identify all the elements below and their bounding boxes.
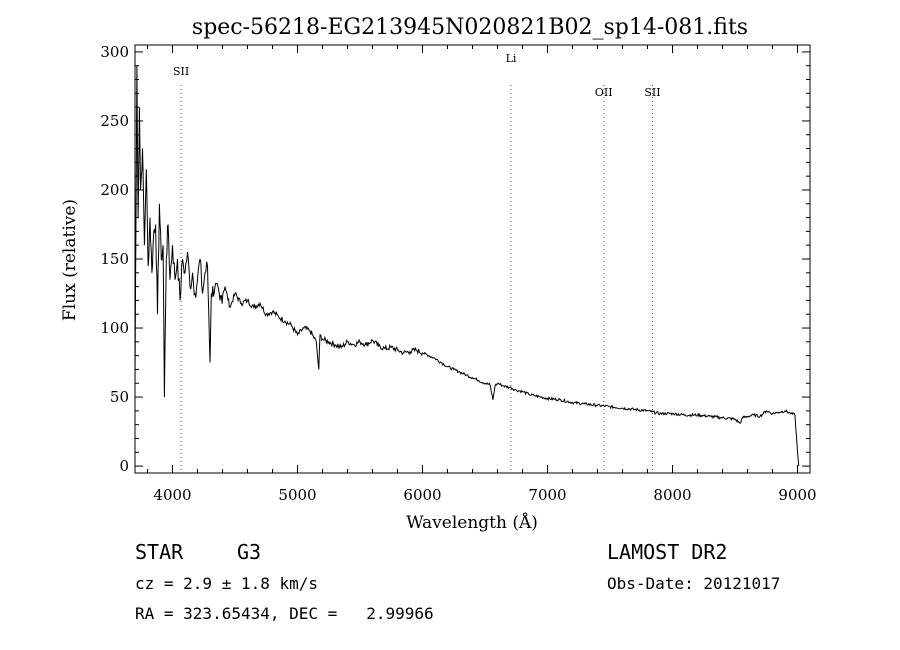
plot-frame: [134, 44, 811, 474]
x-tick-label-2: 6000: [403, 486, 441, 504]
x-tick-label-0: 4000: [153, 486, 191, 504]
chart-title: spec-56218-EG213945N020821B02_sp14-081.f…: [192, 15, 748, 40]
ref-line-label-1: Li: [506, 52, 517, 65]
y-tick-label-0: 0: [119, 457, 129, 475]
survey-label: LAMOST DR2: [607, 540, 728, 564]
cz-value: cz = 2.9 ± 1.8 km/s: [135, 574, 319, 593]
x-tick-label-5: 9000: [778, 486, 816, 504]
spectrum-line: [134, 65, 800, 467]
reference-lines: SII Li OII SII: [173, 52, 661, 473]
x-tick-label-1: 5000: [278, 486, 316, 504]
x-tick-label-4: 8000: [653, 486, 691, 504]
x-tick-label-3: 7000: [528, 486, 566, 504]
y-axis-label: Flux (relative): [60, 199, 80, 321]
ref-line-label-0: SII: [173, 65, 189, 78]
class-label: STAR: [135, 540, 184, 564]
y-tick-label-3: 150: [100, 250, 129, 268]
ref-line-label-3: SII: [644, 86, 660, 99]
subclass-label: G3: [237, 540, 262, 564]
y-tick-label-4: 200: [100, 181, 129, 199]
x-axis-label: Wavelength (Å): [406, 512, 538, 533]
coordinates: RA = 323.65434, DEC = 2.99966: [135, 604, 434, 623]
ref-line-label-2: OII: [595, 86, 613, 99]
obs-date: Obs-Date: 20121017: [607, 574, 781, 593]
axis-ticks: [135, 45, 810, 473]
y-tick-label-1: 50: [110, 388, 129, 406]
y-tick-label-6: 300: [100, 43, 129, 61]
axis-tick-labels: 4000 5000 6000 7000 8000 9000 0 50 100 150 200 250 3…: [100, 43, 816, 504]
y-tick-label-5: 250: [100, 112, 129, 130]
y-tick-label-2: 100: [100, 319, 129, 337]
